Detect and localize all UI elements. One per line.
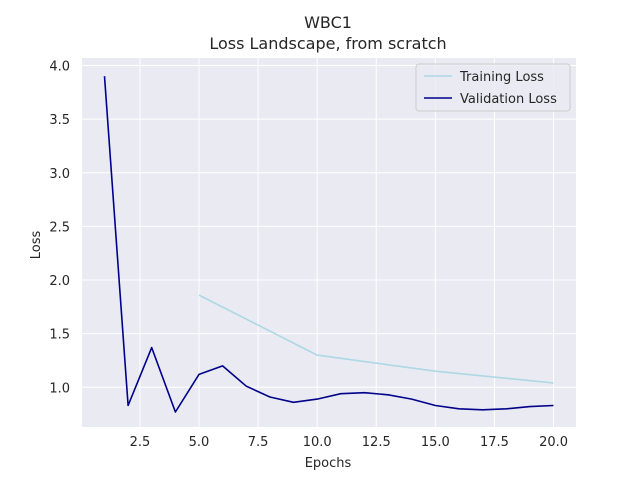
legend-box (415, 63, 571, 112)
chart-subtitle: Loss Landscape, from scratch (209, 34, 446, 53)
y-tick-label: 1.5 (49, 328, 70, 343)
legend-label-training-loss: Training Loss (459, 70, 544, 85)
chart-title: WBC1 (304, 13, 352, 32)
x-tick-label: 7.5 (248, 435, 269, 450)
y-tick-label: 2.5 (49, 220, 70, 235)
x-tick-label: 17.5 (480, 435, 509, 450)
y-tick-label: 1.0 (49, 381, 70, 396)
plot-area (82, 58, 576, 427)
y-tick-label: 2.0 (49, 274, 70, 289)
x-tick-label: 12.5 (362, 435, 391, 450)
x-axis-label: Epochs (305, 456, 352, 471)
y-tick-label: 3.0 (49, 167, 70, 182)
legend-label-validation-loss: Validation Loss (460, 92, 557, 107)
x-tick-label: 2.5 (130, 435, 151, 450)
grid-lines (82, 58, 576, 427)
y-axis-ticks: 1.0 1.5 2.0 2.5 3.0 3.5 4.0 (49, 60, 70, 397)
x-tick-label: 5.0 (189, 435, 210, 450)
x-axis-ticks: 2.5 5.0 7.5 10.0 12.5 15.0 17.5 20.0 (130, 435, 568, 450)
training-loss-line (198, 294, 554, 384)
y-tick-label: 3.5 (49, 113, 70, 128)
y-axis-label: Loss (29, 231, 44, 260)
y-tick-label: 4.0 (49, 60, 70, 75)
validation-loss-line (103, 76, 554, 413)
x-tick-label: 20.0 (539, 435, 568, 450)
legend: Training Loss Validation Loss (415, 63, 571, 112)
x-tick-label: 15.0 (421, 435, 450, 450)
x-tick-label: 10.0 (303, 435, 332, 450)
series-lines (103, 76, 554, 413)
